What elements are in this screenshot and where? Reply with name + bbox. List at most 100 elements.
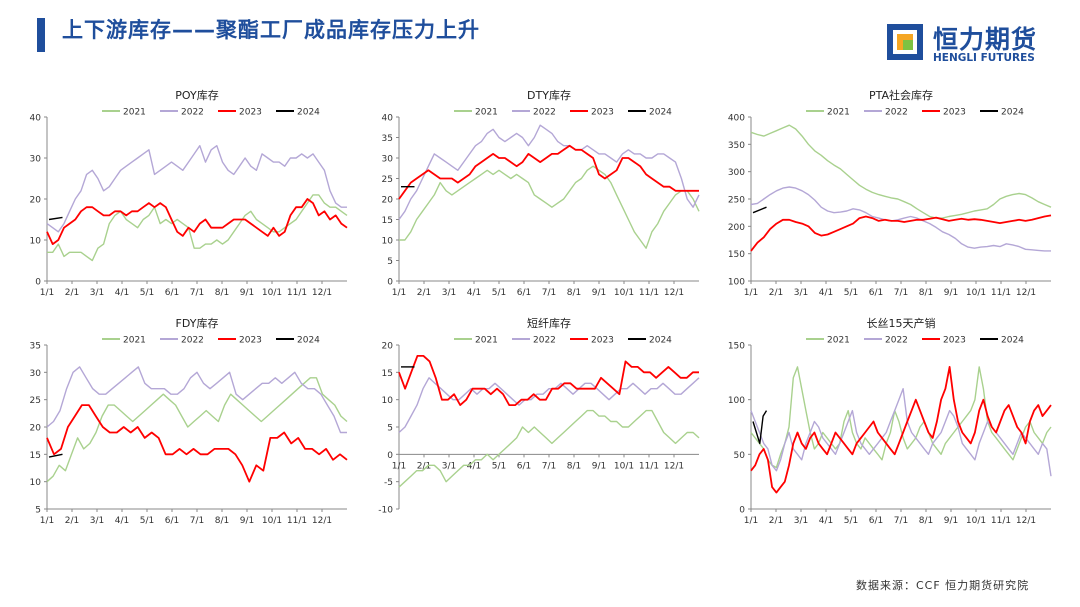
series-line-2023 [398,355,699,406]
y-tick-label: 40 [382,114,394,124]
y-tick-label: 20 [382,342,394,352]
x-tick-label: 1/1 [744,288,758,298]
x-tick-label: 6/1 [517,461,531,471]
legend-label-2023: 2023 [591,108,614,118]
x-tick-label: 3/1 [794,516,808,526]
y-tick-label: 0 [387,451,393,461]
x-tick-label: 12/1 [312,516,332,526]
legend-label-2022: 2022 [181,108,204,118]
x-tick-label: 7/1 [894,516,908,526]
hengli-logo-icon [887,24,923,60]
x-tick-label: 3/1 [442,288,456,298]
x-tick-label: 8/1 [567,461,581,471]
x-tick-label: 2/1 [769,516,783,526]
x-tick-label: 2/1 [769,288,783,298]
y-tick-label: 30 [30,155,42,165]
x-tick-label: 3/1 [90,516,104,526]
x-tick-label: 1/1 [392,288,406,298]
y-tick-label: 5 [35,506,41,516]
logo: 恒力期货 HENGLI FUTURES [885,20,1055,68]
x-tick-label: 7/1 [542,461,556,471]
series-line-2022 [398,124,700,220]
series-line-2023 [398,144,699,200]
x-tick-label: 7/1 [190,516,204,526]
x-tick-label: 6/1 [165,288,179,298]
series-line-2021 [399,165,700,249]
x-tick-label: 4/1 [467,288,481,298]
x-tick-label: 12/1 [664,288,684,298]
chart-title: FDY库存 [176,316,219,330]
series-line-2024 [752,206,767,214]
series-line-2024 [48,453,63,458]
y-tick-label: 25 [382,175,393,185]
legend-label-2021: 2021 [475,336,498,346]
series-line-2022 [750,388,1052,477]
x-tick-label: 1/1 [40,288,54,298]
x-tick-label: 9/1 [592,288,606,298]
chart-pta: PTA社会库存 2021 2022 2023 2024 100 150 200 250 300 35… [709,85,1054,310]
x-tick-label: 7/1 [542,288,556,298]
x-tick-label: 5/1 [492,288,506,298]
x-tick-label: 2/1 [65,288,79,298]
y-tick-label: 25 [30,396,41,406]
series-line-2024 [48,216,63,221]
x-tick-label: 11/1 [991,516,1011,526]
legend-label-2023: 2023 [943,336,966,346]
series-line-2021 [750,366,1052,469]
x-tick-label: 9/1 [944,516,958,526]
legend-label-2021: 2021 [123,336,146,346]
x-tick-label: 5/1 [140,288,154,298]
chart-svg-poy: POY库存 2021 2022 2023 2024 0 10 20 30 40 1/1 2/1 3/1 4… [30,88,348,298]
legend-label-2023: 2023 [239,336,262,346]
x-tick-label: 4/1 [467,461,481,471]
x-tick-label: 8/1 [215,288,229,298]
x-tick-label: 6/1 [869,288,883,298]
page-title: 上下游库存——聚酯工厂成品库存压力上升 [62,18,480,42]
x-tick-label: 10/1 [262,288,282,298]
chart-title: DTY库存 [527,88,571,102]
chart-staple: 短纤库存 2021 2022 2023 2024 -10 -5 0 5 10 15 20 1/1 2/1 3… [357,313,702,538]
x-tick-label: 8/1 [919,516,933,526]
series-line-2023 [750,366,1052,494]
x-tick-label: 7/1 [894,288,908,298]
y-tick-label: 50 [734,451,746,461]
y-tick-label: -10 [378,506,393,516]
x-tick-label: 8/1 [215,516,229,526]
series-line-2021 [750,124,1052,219]
y-tick-label: 15 [382,216,393,226]
x-tick-label: 4/1 [115,288,129,298]
x-tick-label: 3/1 [90,288,104,298]
y-tick-label: 10 [382,396,394,406]
y-tick-label: 35 [30,342,41,352]
x-tick-label: 11/1 [287,288,307,298]
y-tick-label: 350 [728,141,745,151]
legend-label-2021: 2021 [827,336,850,346]
x-tick-label: 6/1 [869,516,883,526]
legend-label-2022: 2022 [533,108,556,118]
legend-label-2021: 2021 [123,108,146,118]
x-tick-label: 9/1 [944,288,958,298]
logo-text-en: HENGLI FUTURES [933,52,1035,64]
series-line-2023 [46,198,348,245]
chart-title: 短纤库存 [527,316,571,330]
x-tick-label: 1/1 [392,461,406,471]
chart-title: PTA社会库存 [869,88,933,102]
y-tick-label: 20 [30,424,42,434]
legend-label-2023: 2023 [591,336,614,346]
x-tick-label: 1/1 [744,516,758,526]
chart-svg-fdy: FDY库存 2021 2022 2023 2024 5 10 15 20 25 30 35 1/1 2/1… [30,316,348,526]
x-tick-label: 12/1 [312,288,332,298]
x-tick-label: 3/1 [442,461,456,471]
header-accent-bar [37,18,45,52]
x-tick-label: 2/1 [417,461,431,471]
y-tick-label: 10 [382,237,394,247]
y-tick-label: 10 [30,237,42,247]
legend-label-2023: 2023 [239,108,262,118]
series-line-2022 [46,366,347,434]
x-tick-label: 11/1 [639,461,659,471]
x-tick-label: 11/1 [639,288,659,298]
legend-label-2024: 2024 [649,336,672,346]
logo-text-cn: 恒力期货 [933,25,1038,54]
legend-label-2024: 2024 [649,108,672,118]
y-tick-label: 100 [728,278,745,288]
